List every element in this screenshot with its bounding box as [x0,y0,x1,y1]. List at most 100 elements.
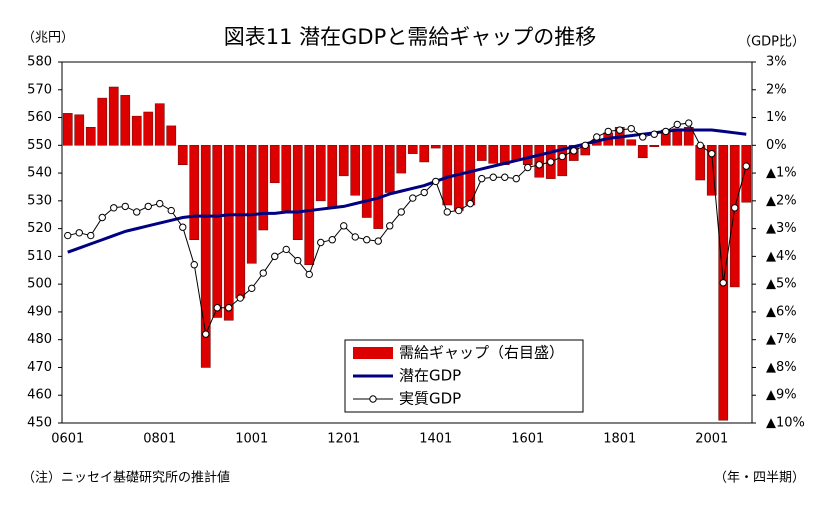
bar [246,145,257,264]
legend-marker [369,395,377,403]
bar [649,145,660,147]
bar [419,145,430,163]
marker [328,236,336,244]
bar [154,103,165,146]
marker [87,231,95,240]
y2-tick-label: ▲2% [766,193,797,208]
y-tick-label: 480 [27,332,52,347]
y-tick-label: 500 [27,277,52,292]
bar [108,86,119,146]
marker [386,222,394,230]
marker [225,304,233,312]
bar [85,127,96,146]
marker [731,204,739,212]
legend-label: 実質GDP [399,390,461,408]
x-tick-label: 1401 [419,432,452,447]
y-tick-label: 570 [27,82,52,97]
y-tick-label: 460 [27,388,52,403]
bar [143,111,154,146]
y2-tick-label: 3% [766,55,787,70]
marker [248,284,256,293]
marker [409,194,417,202]
y2-tick-label: ▲3% [766,221,797,236]
bar [189,145,200,240]
y2-tick-label: 1% [766,110,787,125]
marker [64,231,72,240]
bar [396,145,407,174]
marker [708,149,716,158]
marker [190,261,198,269]
marker [236,294,244,302]
marker [696,141,704,150]
x-tick-label: 1801 [603,432,636,447]
bar [292,145,303,240]
note: （注）ニッセイ基礎研究所の推計値 [22,470,230,486]
marker [466,199,474,208]
marker [202,330,210,338]
x-tick-label: 1201 [327,432,360,447]
marker [443,208,451,216]
bar [235,145,246,299]
marker [340,222,348,230]
marker [259,269,267,277]
y-tick-label: 490 [27,304,52,319]
marker [501,173,509,181]
marker [524,163,532,172]
marker [512,174,520,183]
marker [213,304,221,312]
bar [62,113,73,146]
bar [200,145,211,368]
bar [327,145,338,209]
marker [179,223,187,231]
marker [121,202,129,211]
x-axis-label: （年・四半期） [714,471,805,486]
legend-label: 潜在GDP [399,367,461,385]
marker [75,229,83,237]
bar [683,127,694,146]
y2-tick-label: 0% [766,138,787,153]
marker [317,238,325,247]
marker [627,124,635,133]
y-tick-label: 560 [27,110,52,125]
bar [338,145,349,177]
plot-frame [61,61,753,424]
bar [315,145,326,202]
bar [626,139,637,146]
y2-tick-label: 2% [766,82,787,97]
bar [350,145,361,196]
y-tick-label: 580 [27,55,52,70]
marker [133,208,141,216]
marker [432,177,440,186]
bar [741,145,752,203]
chart-title: 図表11 潜在GDPと需給ギャップの推移 [224,25,597,49]
y-axis-label: （兆円） [22,31,74,46]
marker [156,199,164,208]
bar [304,145,315,265]
y-tick-label: 470 [27,360,52,375]
bar [361,145,372,218]
marker [305,270,313,279]
y2-tick-label: ▲10% [766,416,805,431]
x-tick-label: 2001 [695,432,728,447]
bar [384,145,395,193]
marker [420,188,428,197]
marker [363,236,371,244]
legend-label: 需給ギャップ（右目盛） [399,344,564,362]
marker [662,127,670,136]
marker [685,119,693,127]
y2-tick-label: ▲1% [766,166,797,181]
bar [557,145,568,177]
bar [373,145,384,229]
y-tick-label: 520 [27,221,52,236]
line [67,128,747,254]
y2-tick-label: ▲8% [766,360,797,375]
marker [98,213,106,222]
bar [177,145,188,165]
bar [212,145,223,318]
bar [430,145,441,149]
bar [706,145,717,196]
marker [650,130,658,138]
bar [166,125,177,146]
y2-tick-label: ▲6% [766,304,797,319]
bar [120,95,131,146]
